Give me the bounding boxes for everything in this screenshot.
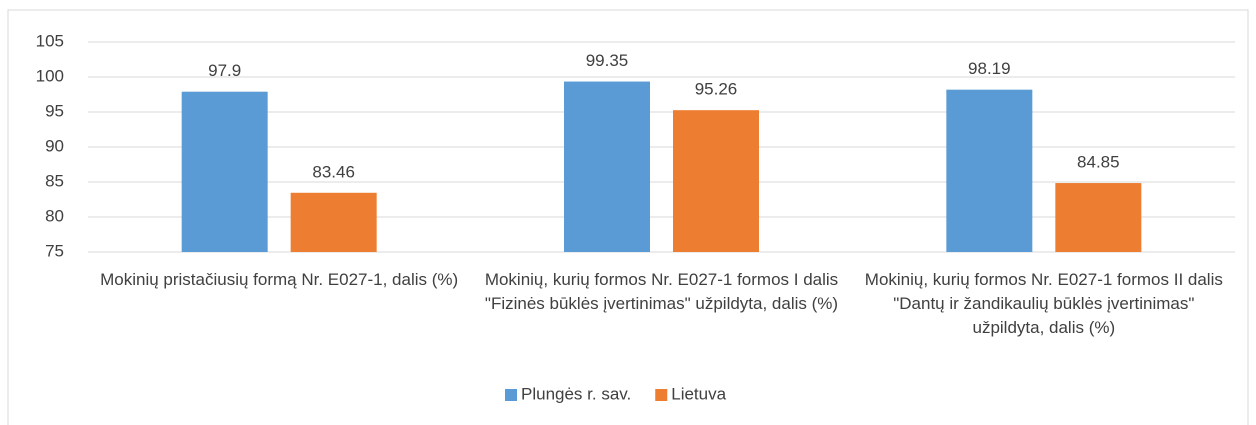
data-label: 97.9 — [208, 61, 241, 80]
y-tick-label: 75 — [45, 241, 64, 260]
x-tick-label: Mokinių pristačiusių formą Nr. E027-1, d… — [100, 270, 459, 289]
y-tick-label: 105 — [36, 31, 64, 50]
legend-label: Plungės r. sav. — [521, 384, 631, 403]
bar — [564, 81, 650, 252]
y-tick-label: 100 — [36, 66, 64, 85]
x-tick-label: Mokinių, kurių formos Nr. E027-1 formos … — [864, 270, 1223, 337]
x-tick-label: Mokinių, kurių formos Nr. E027-1 formos … — [484, 270, 839, 313]
bar — [946, 89, 1033, 252]
y-tick-label: 80 — [45, 206, 64, 225]
legend-swatch — [655, 389, 668, 401]
data-label: 99.35 — [586, 51, 629, 70]
bar — [1055, 183, 1142, 252]
y-tick-label: 85 — [45, 171, 64, 190]
bar — [290, 192, 377, 252]
y-tick-label: 90 — [45, 136, 64, 155]
data-label: 83.46 — [312, 162, 355, 181]
data-label: 98.19 — [968, 59, 1011, 78]
data-label: 84.85 — [1077, 153, 1120, 172]
bar — [673, 110, 759, 253]
y-tick-label: 95 — [45, 101, 64, 120]
data-label: 95.26 — [695, 80, 738, 99]
bar — [181, 91, 268, 252]
legend-label: Lietuva — [671, 384, 726, 403]
legend-swatch — [505, 389, 517, 401]
chart-border — [7, 9, 1249, 425]
